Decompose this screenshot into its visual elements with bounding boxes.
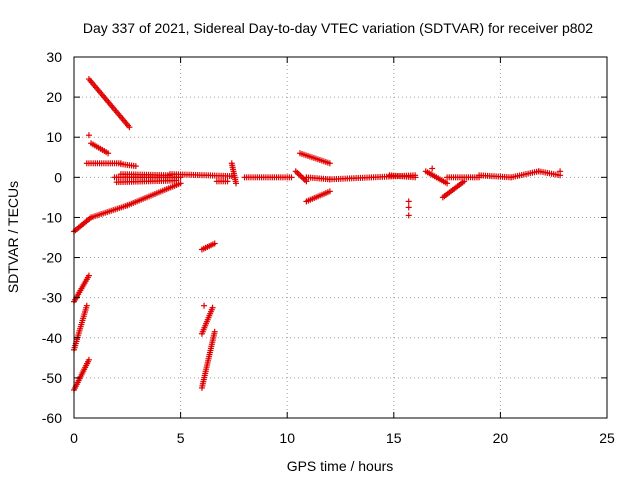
data-point [85, 272, 92, 279]
data-point [233, 180, 240, 187]
x-tick-label: 0 [70, 430, 78, 446]
data-point [211, 328, 218, 335]
y-tick-label: 20 [46, 89, 62, 105]
y-tick-label: 30 [46, 49, 62, 65]
x-tick-label: 20 [493, 430, 509, 446]
x-tick-label: 5 [177, 430, 185, 446]
data-point [224, 178, 231, 185]
data-point [405, 204, 412, 211]
plot-frame [73, 56, 608, 419]
x-tick-labels: 0 5 10 15 20 25 [70, 430, 615, 446]
data-point [173, 177, 180, 184]
data-points [71, 76, 564, 393]
data-point [288, 174, 295, 181]
data-point [412, 174, 419, 181]
y-tick-label: -10 [42, 209, 62, 225]
data-point [85, 132, 92, 139]
axis-ticks [73, 56, 608, 419]
data-point [326, 160, 333, 167]
y-tick-label: 10 [46, 129, 62, 145]
data-point [177, 180, 184, 187]
x-tick-label: 15 [386, 430, 402, 446]
grid-lines [74, 57, 607, 418]
data-point [126, 124, 133, 131]
x-axis-label: GPS time / hours [287, 458, 394, 474]
y-tick-label: 0 [54, 169, 62, 185]
data-point [209, 304, 216, 311]
data-point [326, 188, 333, 195]
y-tick-label: -60 [42, 410, 62, 426]
chart-title: Day 337 of 2021, Sidereal Day-to-day VTE… [83, 20, 593, 36]
data-point [83, 302, 90, 309]
data-point [444, 180, 451, 187]
data-point [132, 163, 139, 170]
data-point [557, 168, 564, 175]
data-point [201, 302, 208, 309]
y-tick-labels: -60 -50 -40 -30 -20 -10 0 10 20 30 [42, 49, 62, 426]
x-tick-label: 10 [279, 430, 295, 446]
y-axis-label: SDTVAR / TECUs [5, 181, 21, 293]
y-tick-label: -50 [42, 370, 62, 386]
y-tick-label: -20 [42, 250, 62, 266]
data-point [105, 150, 112, 157]
data-point [429, 165, 436, 172]
data-point [405, 198, 412, 205]
data-point [85, 356, 92, 363]
y-tick-label: -30 [42, 290, 62, 306]
data-point [405, 212, 412, 219]
x-tick-label: 25 [599, 430, 615, 446]
y-tick-label: -40 [42, 330, 62, 346]
data-point [211, 240, 218, 247]
